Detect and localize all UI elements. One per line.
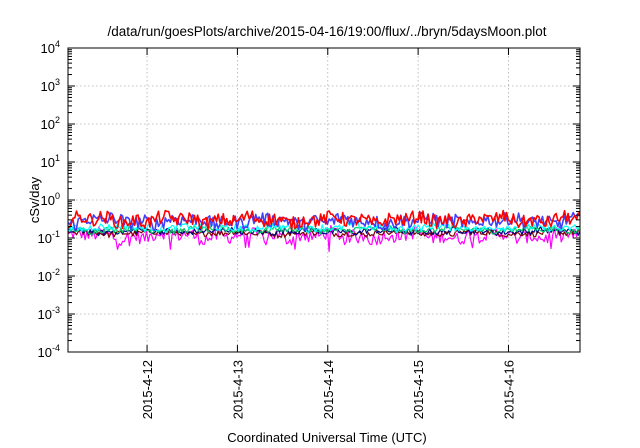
y-tick-label: 100: [41, 191, 60, 208]
x-axis-label: Coordinated Universal Time (UTC): [227, 430, 426, 445]
x-tick-label: 2015-4-12: [140, 360, 155, 419]
series-line: [67, 209, 581, 231]
grid-lines: [68, 48, 580, 352]
series-line: [67, 224, 581, 235]
y-tick-label: 10-3: [38, 305, 60, 322]
y-tick-label: 10-1: [38, 229, 60, 246]
y-axis-ticks: 10-4 10-3 10-2 10-1 100 101 102 103 104: [38, 39, 580, 360]
y-tick-label: 101: [41, 153, 60, 170]
x-tick-label: 2015-4-13: [230, 360, 245, 419]
y-tick-label: 104: [41, 39, 60, 56]
x-axis-ticks: 2015-4-12 2015-4-13 2015-4-14 2015-4-15 2015…: [140, 48, 516, 419]
y-tick-label: 103: [41, 77, 60, 94]
x-tick-label: 2015-4-16: [501, 360, 516, 419]
y-tick-label: 102: [41, 115, 60, 132]
y-tick-label: 10-2: [38, 267, 60, 284]
x-tick-label: 2015-4-15: [411, 360, 426, 419]
series-line: [67, 224, 581, 252]
plot-series: [67, 209, 581, 252]
y-axis-label: cSv/day: [27, 176, 42, 223]
x-tick-label: 2015-4-14: [321, 360, 336, 419]
y-tick-label: 10-4: [38, 343, 60, 360]
chart-title: /data/run/goesPlots/archive/2015-04-16/1…: [107, 24, 546, 39]
